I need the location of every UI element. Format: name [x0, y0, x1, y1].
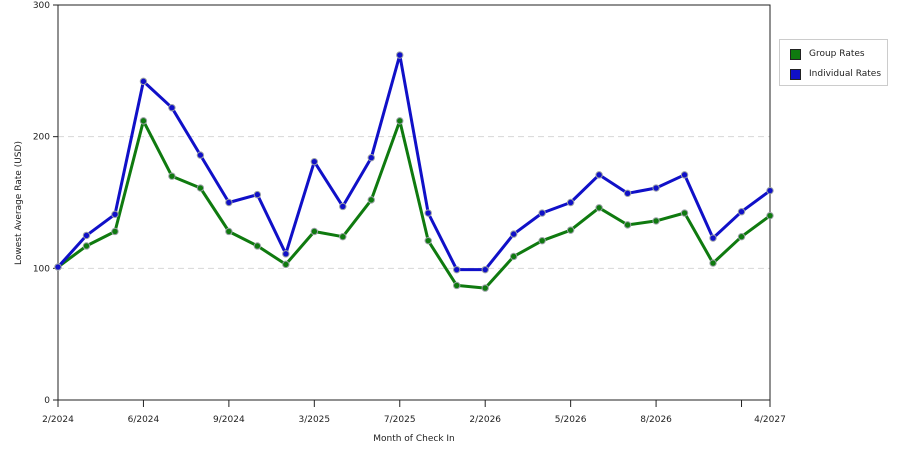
series-layer — [54, 51, 774, 292]
data-point-individual-rates — [453, 265, 461, 274]
y-tick-label: 200 — [33, 133, 50, 143]
data-point-individual-rates — [766, 186, 774, 195]
data-point-group-rates — [595, 204, 603, 212]
data-point-individual-rates — [196, 151, 205, 159]
legend-swatch-individual-rates — [790, 68, 801, 80]
labels-layer: 0 100 200 300 2/2024 6/2024 9/2024 3/2025 7/2025… — [33, 1, 786, 425]
data-point-individual-rates — [310, 157, 319, 166]
series-line-individual-rates — [56, 53, 771, 272]
x-tick-label: 8/2026 — [640, 415, 672, 425]
data-point-group-rates — [139, 117, 148, 125]
legend-item-group-rates: Group Rates — [790, 47, 865, 61]
data-point-individual-rates — [139, 77, 148, 86]
data-point-group-rates — [424, 236, 432, 245]
data-point-group-rates — [680, 209, 689, 217]
data-point-group-rates — [481, 284, 489, 292]
x-tick-label: 6/2024 — [128, 415, 160, 425]
data-point-individual-rates — [54, 263, 62, 271]
data-point-group-rates — [111, 227, 119, 236]
y-axis-title: Lowest Average Rate (USD) — [14, 141, 24, 265]
data-point-group-rates — [168, 172, 176, 180]
x-tick-label: 5/2026 — [555, 415, 587, 425]
grid-layer — [58, 136, 770, 269]
data-point-group-rates — [310, 227, 319, 236]
y-tick-label: 300 — [33, 1, 50, 11]
x-tick-label: 7/2025 — [384, 415, 416, 425]
data-point-individual-rates — [709, 234, 717, 242]
data-point-individual-rates — [538, 209, 546, 217]
data-point-individual-rates — [111, 210, 119, 219]
data-point-individual-rates — [509, 230, 518, 238]
data-point-group-rates — [652, 217, 660, 225]
x-tick-label: 3/2025 — [298, 415, 330, 425]
data-point-group-rates — [766, 211, 774, 220]
data-point-individual-rates — [737, 208, 746, 216]
chart-legend: Group Rates Individual Rates — [779, 39, 888, 86]
data-point-group-rates — [196, 184, 205, 192]
data-point-group-rates — [82, 242, 91, 250]
legend-item-individual-rates: Individual Rates — [790, 67, 881, 81]
x-tick-label: 9/2024 — [213, 415, 245, 425]
data-point-individual-rates — [225, 198, 233, 207]
data-point-individual-rates — [253, 190, 262, 199]
data-point-individual-rates — [595, 171, 603, 179]
data-point-group-rates — [566, 226, 575, 234]
x-tick-label: 2/2024 — [42, 415, 74, 425]
data-point-individual-rates — [424, 209, 432, 217]
data-point-group-rates — [367, 196, 375, 204]
y-tick-label: 0 — [44, 396, 50, 406]
data-point-individual-rates — [168, 104, 176, 112]
data-point-group-rates — [282, 260, 290, 269]
data-point-individual-rates — [623, 189, 632, 197]
data-point-individual-rates — [680, 171, 689, 179]
x-tick-label: 4/2027 — [754, 415, 786, 425]
data-point-individual-rates — [339, 202, 347, 211]
data-point-individual-rates — [566, 198, 575, 207]
data-point-individual-rates — [367, 154, 375, 162]
data-point-individual-rates — [396, 51, 404, 59]
data-point-group-rates — [737, 233, 746, 241]
data-point-group-rates — [339, 233, 347, 241]
series-line-group-rates — [57, 119, 771, 290]
legend-label-individual-rates: Individual Rates — [809, 69, 882, 79]
legend-label-group-rates: Group Rates — [809, 49, 865, 59]
legend-swatch-group-rates — [790, 48, 801, 60]
axes-layer — [53, 4, 771, 407]
data-point-group-rates — [453, 281, 461, 290]
data-point-individual-rates — [282, 250, 290, 258]
data-point-group-rates — [538, 236, 546, 245]
data-point-group-rates — [253, 242, 262, 250]
x-axis-title: Month of Check In — [373, 434, 455, 444]
data-point-group-rates — [623, 221, 632, 229]
data-point-individual-rates — [82, 231, 91, 240]
data-point-group-rates — [709, 259, 717, 267]
data-point-individual-rates — [652, 184, 660, 192]
data-point-group-rates — [396, 117, 404, 125]
data-point-group-rates — [509, 252, 518, 261]
data-point-individual-rates — [481, 265, 489, 274]
y-tick-label: 100 — [33, 264, 50, 274]
x-tick-label: 2/2026 — [469, 415, 501, 425]
data-point-group-rates — [225, 227, 233, 236]
plot-frame — [57, 4, 771, 401]
